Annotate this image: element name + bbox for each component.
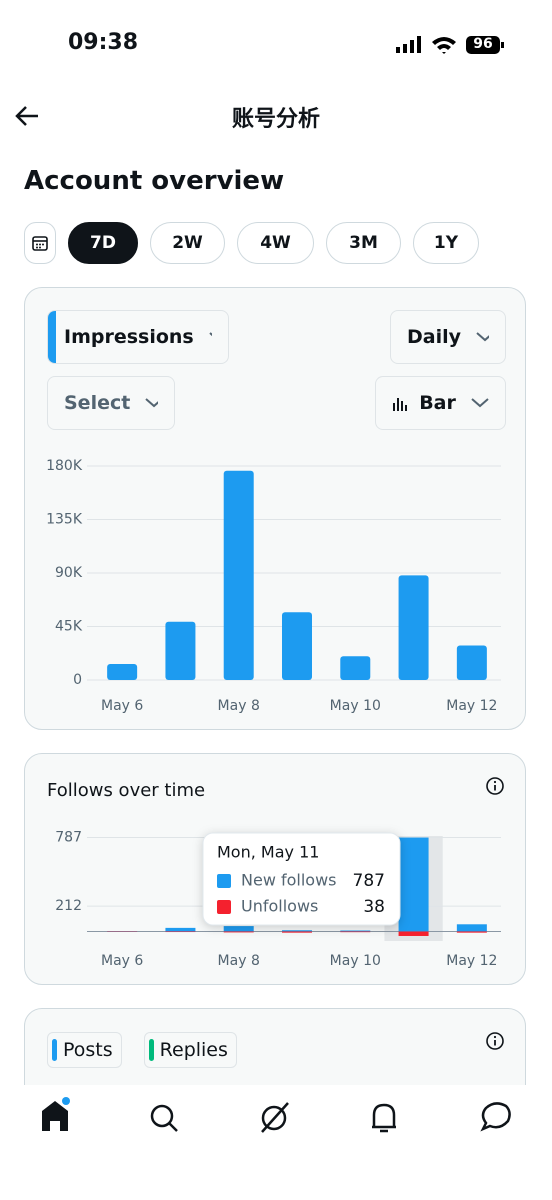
- info-icon[interactable]: [485, 1031, 505, 1051]
- x-tick-label: May 8: [218, 698, 260, 714]
- y-tick-label: 787: [55, 830, 82, 846]
- nav-notifications[interactable]: [372, 1103, 396, 1133]
- nav-grok[interactable]: [261, 1102, 289, 1133]
- tab-label: Posts: [63, 1039, 113, 1061]
- bar: [340, 656, 371, 680]
- chart-style-dropdown[interactable]: Bar: [375, 376, 506, 430]
- nav-search[interactable]: [150, 1104, 178, 1132]
- interval-label: Daily: [407, 326, 462, 348]
- bar-unfollows: [340, 931, 371, 933]
- tooltip-swatch: [217, 874, 231, 888]
- bar-new-follows: [282, 930, 312, 932]
- x-tick-label: May 10: [330, 698, 381, 714]
- battery-level: 96: [473, 36, 493, 52]
- posts-tab[interactable]: Replies: [143, 1032, 237, 1068]
- bar-new-follows: [223, 926, 254, 932]
- select-dropdown[interactable]: Select: [47, 376, 175, 430]
- x-tick-label: May 12: [446, 953, 497, 969]
- impressions-card: Impressions Daily Select Bar: [24, 287, 526, 730]
- bar-unfollows: [456, 931, 487, 933]
- chart-style-label: Bar: [419, 392, 456, 414]
- y-tick-label: 212: [55, 898, 82, 914]
- metric-dropdown[interactable]: Impressions: [47, 310, 229, 364]
- bar: [456, 645, 487, 680]
- y-tick-label: 0: [73, 672, 82, 688]
- range-pill[interactable]: 3M: [326, 222, 401, 264]
- tooltip-value: 38: [363, 897, 385, 917]
- y-tick-label: 45K: [55, 619, 83, 635]
- follows-chart: 212 787 May 6 May 8 May 10 May 12 Mon, May 11 N…: [55, 830, 501, 969]
- status-time: 09:38: [68, 30, 139, 55]
- range-pill[interactable]: 4W: [237, 222, 314, 264]
- select-label: Select: [64, 392, 131, 414]
- back-button[interactable]: [14, 102, 42, 130]
- y-tick-label: 135K: [46, 512, 83, 528]
- tooltip-series-name: New follows: [241, 871, 337, 890]
- bar: [398, 575, 429, 680]
- info-icon[interactable]: [485, 776, 505, 796]
- bar-new-follows: [456, 924, 487, 932]
- bar: [107, 663, 138, 680]
- bar-new-follows: [398, 837, 429, 932]
- interval-dropdown[interactable]: Daily: [390, 310, 506, 364]
- bar-new-follows: [165, 927, 196, 932]
- range-selector: 7D 2W 4W 3M 1Y: [68, 222, 479, 264]
- tooltip-value: 787: [353, 871, 385, 891]
- impressions-chart: 0 45K 90K 135K 180K May 6 May 8 May 10 May 12: [46, 458, 501, 714]
- x-tick-label: May 12: [446, 698, 497, 714]
- section-title: Account overview: [24, 166, 285, 196]
- bar-unfollows: [223, 931, 254, 933]
- tooltip: Mon, May 11 New follows 787 Unfollows 38: [202, 832, 401, 926]
- bar-new-follows: [340, 930, 371, 932]
- metric-label: Impressions: [64, 326, 194, 348]
- tooltip-box: [202, 832, 401, 926]
- posts-tab[interactable]: Posts: [47, 1032, 122, 1068]
- tooltip-title: Mon, May 11: [217, 843, 319, 862]
- bar: [223, 470, 254, 680]
- bar: [165, 621, 196, 680]
- bar-unfollows: [165, 931, 196, 933]
- tooltip-swatch: [217, 900, 231, 914]
- x-tick-label: May 10: [330, 953, 381, 969]
- range-pill[interactable]: 7D: [68, 222, 138, 264]
- range-pill[interactable]: 1Y: [413, 222, 479, 264]
- nav-home[interactable]: [42, 1097, 70, 1131]
- y-tick-label: 180K: [46, 458, 83, 474]
- range-pill[interactable]: 2W: [150, 222, 225, 264]
- bar-unfollows: [398, 931, 429, 936]
- x-tick-label: May 6: [101, 953, 143, 969]
- status-icons: [396, 36, 504, 54]
- tooltip-series-name: Unfollows: [241, 897, 318, 916]
- bar: [282, 612, 312, 680]
- header-title: 账号分析: [231, 107, 320, 132]
- x-tick-label: May 8: [218, 953, 260, 969]
- posts-tabs: Posts Replies: [47, 1032, 237, 1068]
- follows-title: Follows over time: [47, 780, 206, 801]
- x-tick-label: May 6: [101, 698, 143, 714]
- tab-label: Replies: [159, 1039, 228, 1061]
- y-tick-label: 90K: [55, 565, 83, 581]
- nav-messages[interactable]: [480, 1102, 511, 1132]
- calendar-button[interactable]: [24, 222, 56, 264]
- bar-unfollows: [282, 931, 312, 933]
- bottom-nav: [0, 1085, 552, 1200]
